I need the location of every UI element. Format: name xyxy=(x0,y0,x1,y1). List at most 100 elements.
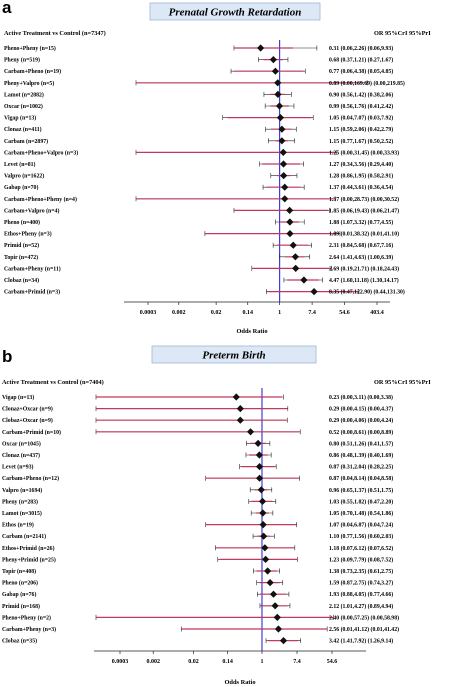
forest-row: Pheno+Pheny (n=15) 0.31 (0.06,2.26) (0.06… xyxy=(4,44,393,52)
row-estimate-text: 4.47 (1.60,11.18) (1.30,14.17) xyxy=(329,277,399,284)
forest-row: Carbam+Pheno (n=12) 0.87 (0.04,8.14) (0.0… xyxy=(2,474,393,482)
x-tick-label: 1 xyxy=(260,659,263,665)
row-estimate-text: 3.42 (1.41,7.92) (1.26,9.14) xyxy=(329,638,393,645)
forest-row: Vigap (n=13) 0.23 (0.00,3.11) (0.00,3.38) xyxy=(2,393,393,401)
row-estimate-text: 0.86 (0.48,1.39) (0.40,1.69) xyxy=(329,452,393,459)
row-label: Clonaz (n=411) xyxy=(4,126,42,133)
x-tick-label: 403.4 xyxy=(370,310,384,316)
row-label: Levet (n=81) xyxy=(4,161,36,168)
row-label: Clonaz (n=437) xyxy=(2,452,40,459)
forest-row: Pheno (n=206) 1.59 (0.87,2.75) (0.74,3.27… xyxy=(2,579,393,587)
forest-row: Ethos (n=19) 1.07 (0.04,6.87) (0.04,7.24) xyxy=(2,521,393,529)
row-estimate-text: 2.12 (1.01,4.27) (0.89,4.94) xyxy=(329,603,393,610)
row-label: Oxcar (n=1002) xyxy=(4,103,43,110)
x-tick-label: 7.4 xyxy=(308,310,316,316)
row-estimate-text: 1.05 (0.04,7.07) (0.03,7.92) xyxy=(329,115,393,122)
row-estimate-text: 0.23 (0.00,3.11) (0.00,3.38) xyxy=(329,394,393,401)
panel-a-right-header: OR 95%CrI 95%PrI xyxy=(374,30,431,37)
point-estimate xyxy=(286,218,294,226)
forest-row: Oxcar (n=1045) 0.80 (0.51,1.26) (0.41,1.5… xyxy=(2,439,393,447)
row-label: Gabap (n=70) xyxy=(4,184,38,191)
row-label: Vigap (n=13) xyxy=(2,394,34,401)
row-estimate-text: 0.68 (0.37,1.21) (0.27,1.67) xyxy=(329,57,393,64)
row-estimate-text: 1.15 (0.59,2.06) (0.42,2.79) xyxy=(329,126,393,133)
forest-row: Carbam+Primid (n=3) 8.35 (0.47,122.90) (0… xyxy=(4,288,405,296)
forest-row: Ethos+Pheny (n=3) 1.89 (0.01,38.32) (0.01… xyxy=(4,230,399,238)
x-tick-label: 0.14 xyxy=(242,310,253,316)
row-estimate-text: 2.56 (0.01,41.12) (0.01,41.42) xyxy=(329,626,399,633)
point-estimate xyxy=(281,195,289,203)
forest-row: Levet (n=81) 1.27 (0.34,3.56) (0.29,4.40) xyxy=(4,160,393,168)
row-label: Carbam+Primid (n=3) xyxy=(4,289,60,296)
panel-a-ticks: 0.0003 0.002 0.02 0.14 1 7.4 54.6 403.4 xyxy=(140,302,384,316)
panel-a-rows: Pheno+Pheny (n=15) 0.31 (0.06,2.26) (0.06… xyxy=(4,40,405,302)
row-estimate-text: 1.05 (0.70,1.48) (0.54,1.86) xyxy=(329,510,393,517)
forest-row: Pheny (n=519) 0.68 (0.37,1.21) (0.27,1.67… xyxy=(4,56,393,64)
row-estimate-text: 1.18 (0.07,6.12) (0.07,6.52) xyxy=(329,545,393,552)
row-label: Clobaz (n=35) xyxy=(2,638,37,645)
point-estimate xyxy=(276,114,285,122)
point-estimate xyxy=(275,102,284,110)
panel-a-left-header: Active Treatment vs Control (n=7347) xyxy=(4,30,106,37)
forest-row: Clonaz (n=437) 0.86 (0.48,1.39) (0.40,1.6… xyxy=(2,451,393,459)
row-estimate-text: 0.77 (0.06,4.38) (0.05,4.85) xyxy=(329,68,393,75)
row-estimate-text: 2.31 (0.84,5.68) (0.67,7.16) xyxy=(329,242,393,249)
panel-b: b Preterm Birth Active Treatment vs Cont… xyxy=(2,345,431,686)
forest-row: Pheny+Primid (n=25) 1.23 (0.09,7.79) (0.0… xyxy=(2,555,393,563)
row-label: Pheno+Pheny (n=2) xyxy=(2,614,51,621)
row-label: Clonaz+Oxcar (n=9) xyxy=(2,406,53,413)
row-estimate-text: 1.10 (0.77,1.56) (0.60,2.03) xyxy=(329,533,393,540)
point-estimate xyxy=(255,463,264,471)
row-estimate-text: 2.40 (0.00,57.25) (0.00,58.98) xyxy=(329,614,399,621)
panel-b-title: Preterm Birth xyxy=(202,350,265,362)
point-estimate xyxy=(286,230,294,238)
row-label: Topir (n=472) xyxy=(4,254,38,261)
row-label: Primid (n=52) xyxy=(4,242,39,249)
point-estimate xyxy=(232,393,240,401)
point-estimate xyxy=(280,172,288,180)
row-label: Carbam+Pheno (n=12) xyxy=(2,475,59,482)
row-label: Pheny (n=519) xyxy=(4,57,40,64)
point-estimate xyxy=(266,579,274,587)
row-estimate-text: 1.23 (0.09,7.79) (0.08,7.52) xyxy=(329,556,393,563)
row-estimate-text: 0.80 (0.51,1.26) (0.41,1.57) xyxy=(329,440,393,447)
row-estimate-text: 2.69 (0.19,21.71) (0.18,24.43) xyxy=(329,265,399,272)
point-estimate xyxy=(254,439,262,447)
point-estimate xyxy=(260,532,268,540)
row-estimate-text: 1.38 (0.73,2.35) (0.61,2.75) xyxy=(329,568,393,575)
x-tick-label: 0.0003 xyxy=(140,310,157,316)
point-estimate xyxy=(264,567,272,575)
row-label: Carbam+Pheno+Valpro (n=3) xyxy=(4,149,78,156)
point-estimate xyxy=(291,253,299,261)
forest-row: Lamot (n=3015) 1.05 (0.70,1.48) (0.54,1.8… xyxy=(2,509,393,517)
forest-row: Carbam (n=2897) 1.15 (0.77,1.67) (0.50,2.… xyxy=(4,137,393,145)
point-estimate xyxy=(279,637,288,645)
row-label: Valpro (n=1622) xyxy=(4,173,44,180)
forest-row: Primid (n=52) 2.31 (0.84,5.68) (0.67,7.16… xyxy=(4,241,393,249)
forest-row: Valpro (n=1694) 0.96 (0.65,1.37) (0.51,1.… xyxy=(2,486,393,494)
row-estimate-text: 1.28 (0.86,1.95) (0.58,2.91) xyxy=(329,173,393,180)
forest-row: Pheno+Pheny (n=2) 2.40 (0.00,57.25) (0.00… xyxy=(2,613,399,621)
row-label: Pheny+Primid (n=25) xyxy=(2,556,56,563)
row-label: Vigap (n=13) xyxy=(4,115,36,122)
point-estimate xyxy=(255,474,264,482)
row-label: Ethos+Pheny (n=3) xyxy=(4,231,52,238)
point-estimate xyxy=(259,509,267,517)
point-estimate xyxy=(278,125,286,133)
row-estimate-text: 1.59 (0.87,2.75) (0.74,3.27) xyxy=(329,580,393,587)
row-label: Ethos (n=19) xyxy=(2,522,34,529)
point-estimate xyxy=(269,590,278,598)
point-estimate xyxy=(286,206,294,214)
panel-b-ticks: 0.0003 0.002 0.02 0.14 1 7.4 54.6 xyxy=(112,651,337,665)
panel-b-x-axis-title: Odds Ratio xyxy=(224,679,255,686)
row-label: Pheny (n=283) xyxy=(2,498,38,505)
point-estimate xyxy=(274,625,283,633)
forest-row: Clonaz (n=411) 1.15 (0.59,2.06) (0.42,2.7… xyxy=(4,125,393,133)
row-label: Pheno+Pheny (n=15) xyxy=(4,45,56,52)
panel-b-rows: Vigap (n=13) 0.23 (0.00,3.11) (0.00,3.38)… xyxy=(2,388,399,651)
row-estimate-text: 0.29 (0.00,4.06) (0.00,4.24) xyxy=(329,417,393,424)
forest-row: Clobaz (n=35) 3.42 (1.41,7.92) (1.26,9.14… xyxy=(2,637,393,645)
row-estimate-text: 0.90 (0.56,1.42) (0.38,2.06) xyxy=(329,91,393,98)
point-estimate xyxy=(259,521,267,529)
